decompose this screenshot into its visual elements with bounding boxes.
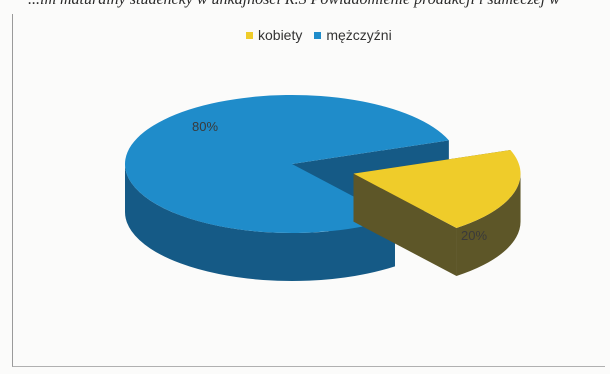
data-label-kobiety: 20% [461, 228, 487, 243]
legend-item-kobiety: kobiety [246, 27, 302, 43]
legend-item-mezczyzni: mężczyźni [314, 27, 392, 43]
slice-wall-kobiety-1 [353, 173, 457, 277]
data-label-mezczyzni: 80% [192, 119, 218, 134]
document-caption: ...im maturalny studencky w unkajnosci R… [28, 0, 610, 9]
slice-rim-kobiety-0 [456, 173, 521, 277]
legend-swatch-kobiety [246, 31, 253, 39]
legend-label-mezczyzni: mężczyźni [326, 27, 392, 43]
legend-label-kobiety: kobiety [258, 27, 303, 43]
slice-top-kobiety [353, 150, 521, 229]
chart-frame [12, 14, 605, 367]
pie-slice-kobiety [353, 150, 521, 277]
slice-rim-mezczyzni-0 [124, 164, 395, 282]
slice-top-mezczyzni [125, 95, 449, 233]
legend-swatch-mezczyzni [314, 31, 322, 39]
chart-legend: kobiety mężczyźni [246, 27, 392, 43]
